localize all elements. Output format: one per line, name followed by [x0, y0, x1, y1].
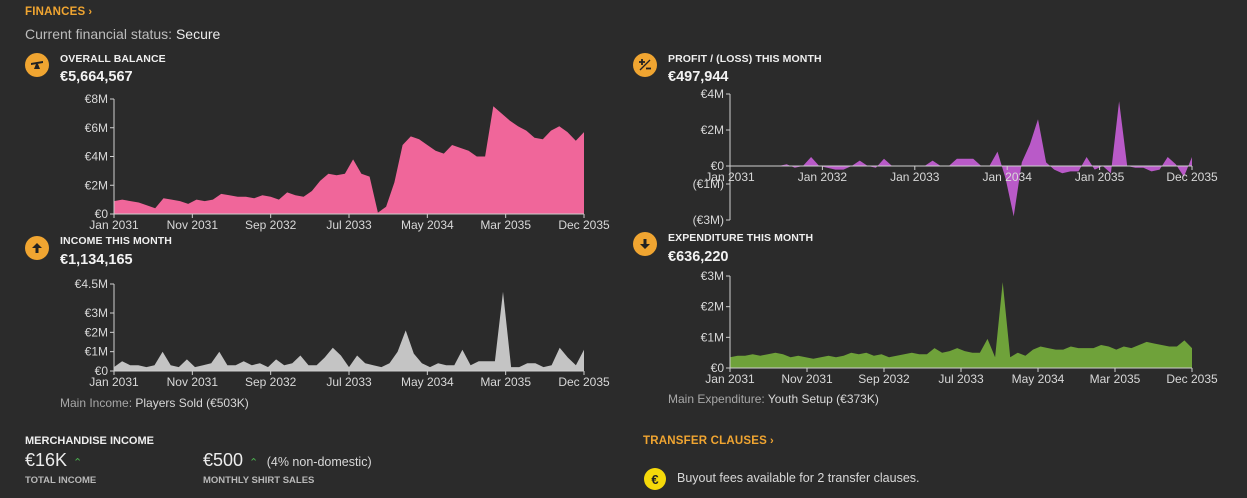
arrow-up-icon: [25, 236, 49, 260]
expenditure-x-tick-label: May 2034: [1012, 372, 1065, 386]
expenditure-chart: €0 €1M €2M €3M Jan 2031 Nov 2031 Sep 2032 Jul 2…: [701, 269, 1218, 386]
expenditure-title: EXPENDITURE THIS MONTH: [668, 232, 814, 244]
expenditure-x-tick-label: Jan 2031: [705, 372, 755, 386]
expenditure-y-tick-label: €0: [711, 361, 725, 375]
balance-x-tick-label: Dec 2035: [558, 218, 610, 232]
expenditure-x-tick-label: Dec 2035: [1166, 372, 1218, 386]
profit-x-tick-label: Jan 2031: [705, 170, 755, 184]
income-value: €1,134,165: [60, 252, 133, 268]
expenditure-x-tick-label: Mar 2035: [1090, 372, 1141, 386]
profit-x-tick-label: Jan 2035: [1075, 170, 1125, 184]
shirt-sales-note: (4% non-domestic): [266, 455, 372, 469]
main-expenditure-value: Youth Setup (€373K): [767, 392, 879, 406]
expenditure-y-tick-label: €2M: [701, 300, 724, 314]
profit-chart: (€3M) (€1M) €0 €2M €4M Jan 2031 Jan 2032 Jan 20…: [693, 87, 1218, 227]
profit-title: PROFIT / (LOSS) THIS MONTH: [668, 53, 822, 65]
expenditure-y-tick-label: €1M: [701, 330, 724, 344]
income-title: INCOME THIS MONTH: [60, 235, 172, 247]
profit-x-tick-label: Dec 2035: [1166, 170, 1218, 184]
profit-y-tick-label: (€3M): [693, 213, 724, 227]
income-x-tick-label: Sep 2032: [245, 375, 297, 389]
income-y-tick-label: €0: [95, 364, 109, 378]
euro-coin-icon: €: [644, 468, 666, 490]
balance-y-tick-label: €2M: [85, 178, 108, 192]
finances-link[interactable]: FINANCES ›: [25, 6, 92, 18]
income-x-tick-label: Nov 2031: [167, 375, 219, 389]
expenditure-y-tick-label: €3M: [701, 269, 724, 283]
balance-scale-icon: [25, 53, 49, 77]
chevron-right-icon: ›: [769, 435, 774, 447]
balance-x-tick-label: Nov 2031: [167, 218, 219, 232]
expenditure-x-tick-label: Nov 2031: [781, 372, 833, 386]
balance-title: OVERALL BALANCE: [60, 53, 166, 65]
balance-x-tick-label: Jan 2031: [89, 218, 139, 232]
income-y-tick-label: €1M: [85, 345, 108, 359]
finances-link-label: FINANCES: [25, 6, 86, 18]
balance-x-tick-label: Sep 2032: [245, 218, 297, 232]
total-income: €16K ⌃: [25, 450, 82, 471]
transfer-clauses-label: TRANSFER CLAUSES: [643, 435, 767, 447]
profit-y-tick-label: €0: [711, 159, 725, 173]
income-y-tick-label: €2M: [85, 325, 108, 339]
main-income: Main Income: Players Sold (€503K): [60, 396, 249, 410]
status-label: Current financial status:: [25, 26, 173, 42]
plus-minus-icon: [633, 53, 657, 77]
status-value: Secure: [175, 26, 221, 42]
trend-up-icon: ⌃: [249, 457, 259, 469]
expenditure-area: [730, 282, 1192, 368]
income-y-tick-label: €4.5M: [75, 277, 108, 291]
income-x-tick-label: Mar 2035: [480, 375, 531, 389]
balance-x-tick-label: Jul 2033: [326, 218, 372, 232]
balance-y-tick-label: €6M: [85, 121, 108, 135]
financial-status: Current financial status: Secure: [25, 26, 220, 42]
main-income-label: Main Income:: [60, 396, 133, 410]
trend-up-icon: ⌃: [73, 457, 83, 469]
profit-value: €497,944: [668, 69, 729, 85]
income-x-tick-label: Jul 2033: [326, 375, 372, 389]
income-chart: €0 €1M €2M €3M €4.5M Jan 2031 Nov 2031 Sep 2032…: [75, 277, 610, 389]
main-expenditure-label: Main Expenditure:: [668, 392, 765, 406]
transfer-clauses-note: Buyout fees available for 2 transfer cla…: [677, 471, 920, 485]
income-x-tick-label: May 2034: [401, 375, 454, 389]
profit-y-tick-label: (€1M): [693, 177, 724, 191]
balance-chart: €0 €2M €4M €6M €8M Jan 2031 Nov 2031 Sep 2032 Ju…: [85, 92, 610, 232]
merchandise-title: MERCHANDISE INCOME: [25, 435, 154, 447]
main-income-value: Players Sold (€503K): [135, 396, 249, 410]
balance-x-tick-label: Mar 2035: [480, 218, 531, 232]
balance-y-tick-label: €8M: [85, 92, 108, 106]
balance-y-tick-label: €0: [95, 207, 109, 221]
arrow-down-icon: [633, 232, 657, 256]
expenditure-x-tick-label: Jul 2033: [938, 372, 984, 386]
transfer-clauses-link[interactable]: TRANSFER CLAUSES ›: [643, 435, 774, 447]
balance-x-tick-label: May 2034: [401, 218, 454, 232]
income-area: [114, 291, 584, 371]
profit-y-tick-label: €4M: [701, 87, 724, 101]
expenditure-value: €636,220: [668, 249, 729, 265]
total-income-label: TOTAL INCOME: [25, 475, 97, 486]
profit-y-tick-label: €2M: [701, 123, 724, 137]
profit-x-tick-label: Jan 2034: [983, 170, 1033, 184]
balance-area: [114, 106, 584, 214]
shirt-sales-value: €500: [203, 450, 244, 470]
profit-x-tick-label: Jan 2033: [890, 170, 940, 184]
profit-x-tick-label: Jan 2032: [798, 170, 848, 184]
monthly-shirt-sales: €500 ⌃ (4% non-domestic): [203, 450, 372, 471]
income-x-tick-label: Dec 2035: [558, 375, 610, 389]
income-y-tick-label: €3M: [85, 306, 108, 320]
expenditure-x-tick-label: Sep 2032: [858, 372, 910, 386]
balance-value: €5,664,567: [60, 69, 133, 85]
shirt-sales-label: MONTHLY SHIRT SALES: [203, 475, 315, 486]
income-x-tick-label: Jan 2031: [89, 375, 139, 389]
total-income-value: €16K: [25, 450, 68, 470]
balance-y-tick-label: €4M: [85, 150, 108, 164]
chevron-right-icon: ›: [88, 6, 93, 18]
profit-area: [730, 101, 1192, 217]
main-expenditure: Main Expenditure: Youth Setup (€373K): [668, 392, 879, 406]
